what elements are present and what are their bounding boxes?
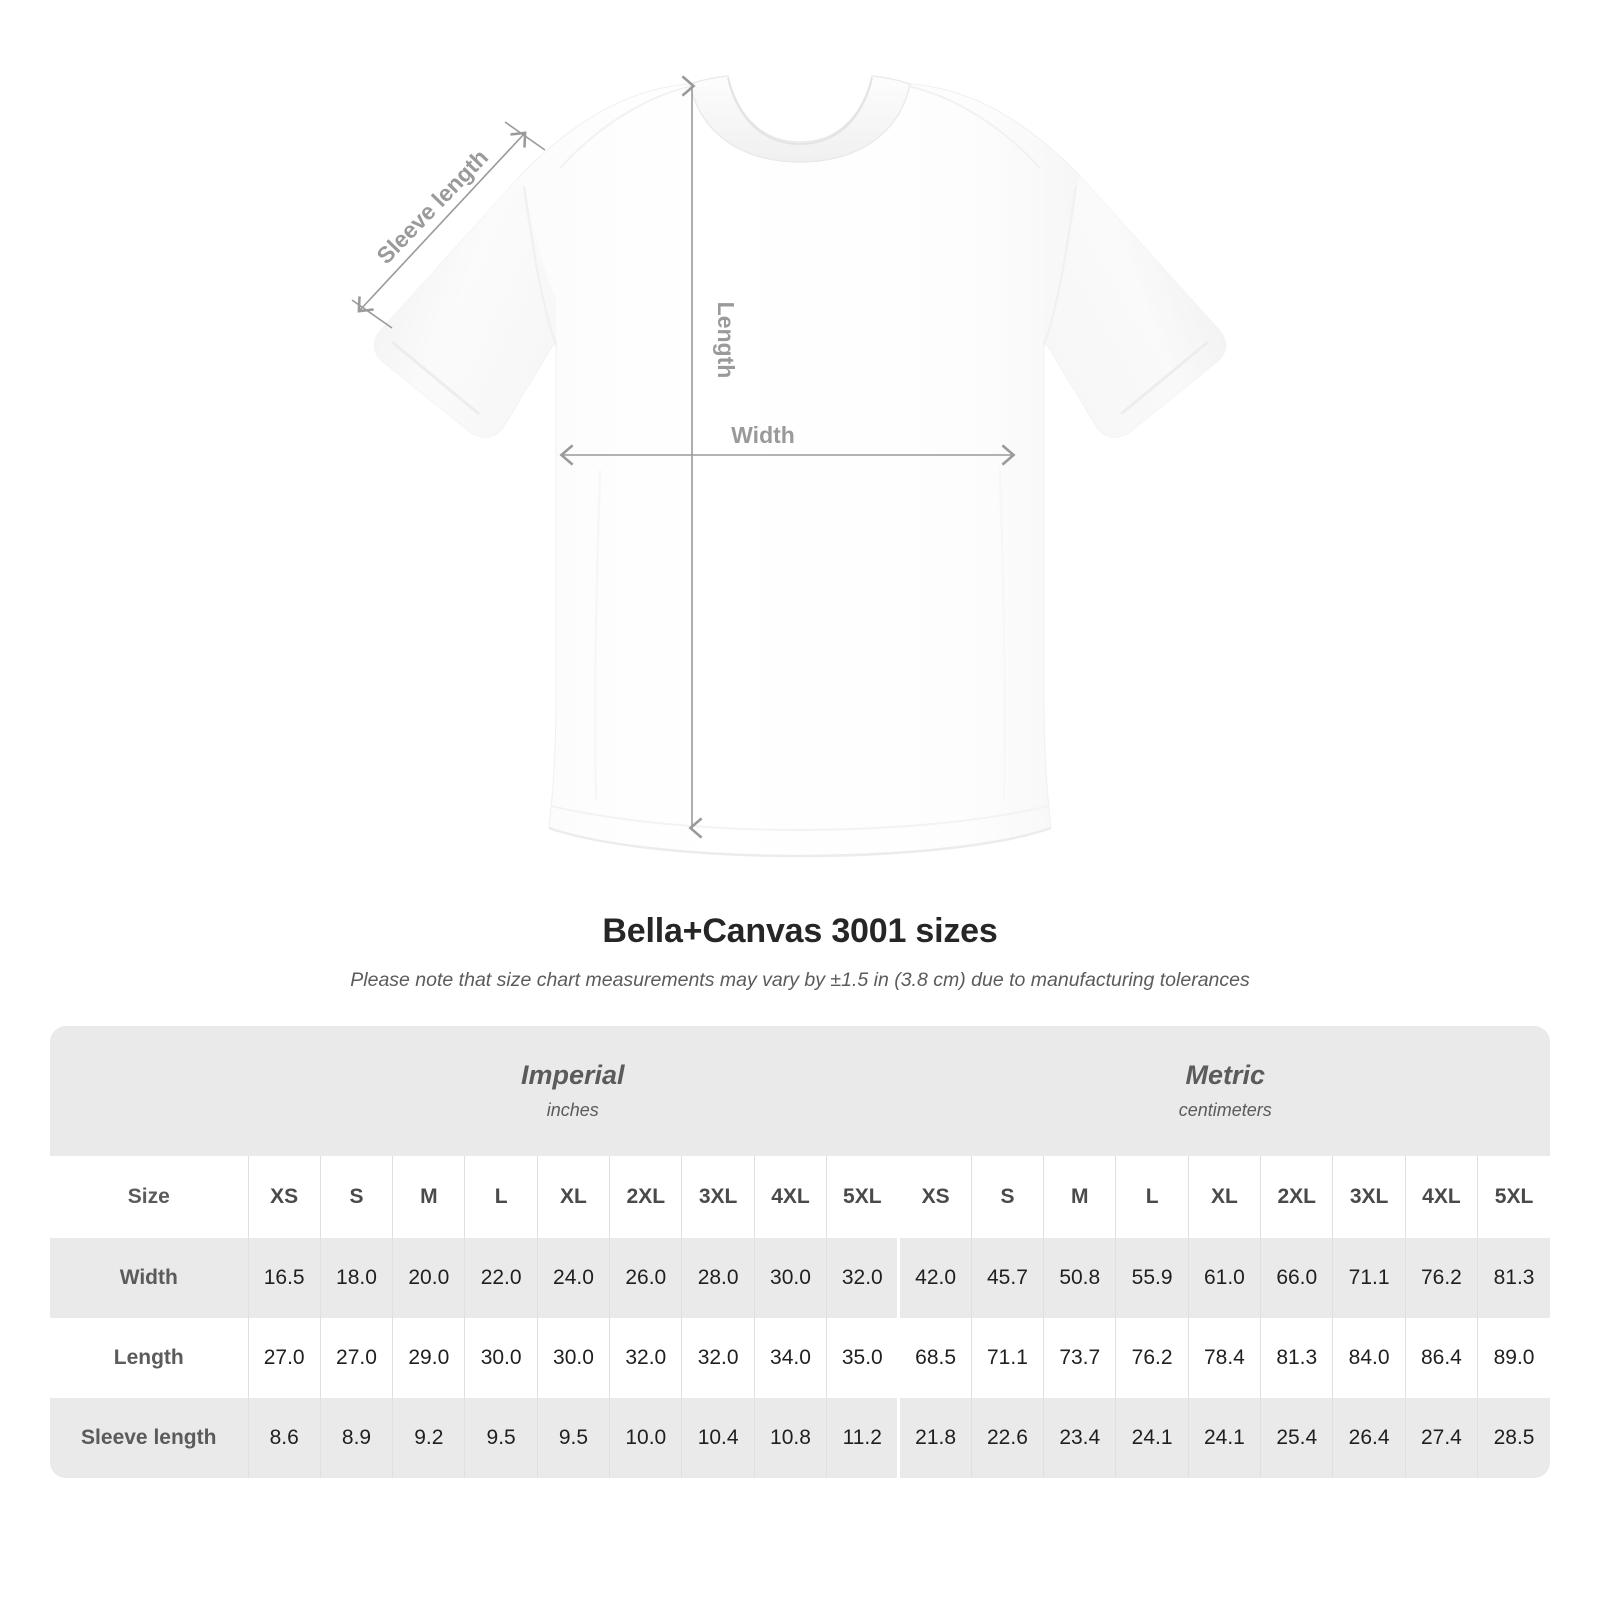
cell-sleeve-length-metric-xl: 24.1 [1187,1398,1261,1478]
size-header-imperial-m: M [392,1156,465,1238]
cell-width-imperial-2xl: 26.0 [609,1238,682,1318]
cell-sleeve-length-imperial-m: 9.2 [392,1398,465,1478]
cell-length-imperial-s: 27.0 [319,1318,393,1398]
cell-width-metric-m: 50.8 [1043,1238,1116,1318]
tshirt-measurement-diagram: Sleeve length Length Width [351,75,1227,858]
size-header-imperial-l: L [464,1156,538,1238]
size-table-wrapper: Imperial inches Metric centimeters Size XS S M L… [50,1026,1550,1478]
table-row: Width 16.5 18.0 20.0 22.0 24.0 26.0 28.0 30.0 32.… [50,1238,1550,1318]
size-header-metric-2xl: 2XL [1260,1156,1333,1238]
cell-length-metric-4xl: 86.4 [1404,1318,1478,1398]
cell-sleeve-length-imperial-4xl: 10.8 [753,1398,827,1478]
cell-length-metric-m: 73.7 [1043,1318,1116,1398]
cell-sleeve-length-imperial-xs: 8.6 [247,1398,321,1478]
table-row: Sleeve length 8.6 8.9 9.2 9.5 9.5 10.0 10.4 10.8… [50,1398,1550,1478]
cell-width-imperial-s: 18.0 [319,1238,393,1318]
cell-width-metric-s: 45.7 [970,1238,1044,1318]
size-header-metric-xl: XL [1187,1156,1261,1238]
cell-length-imperial-5xl: 35.0 [826,1318,899,1398]
size-header-row: Size XS S M L XL 2XL 3XL 4XL 5XL XS S M L XL 2XL 3XL 4XL 5… [50,1156,1550,1238]
sleeve-length-dimension [351,121,546,329]
row-label-sleeve-length: Sleeve length [50,1398,248,1478]
unit-group-subtitle: inches [546,1100,599,1121]
tolerance-note: Please note that size chart measurements… [350,969,1250,991]
cell-length-metric-5xl: 89.0 [1477,1318,1550,1398]
cell-width-metric-5xl: 81.3 [1477,1238,1550,1318]
size-header-imperial-xs: XS [247,1156,321,1238]
cell-length-metric-xl: 78.4 [1187,1318,1261,1398]
cell-width-metric-3xl: 71.1 [1332,1238,1406,1318]
size-header-metric-4xl: 4XL [1404,1156,1478,1238]
size-header-metric-xs: XS [897,1156,972,1238]
cell-length-imperial-m: 29.0 [392,1318,465,1398]
cell-width-metric-l: 55.9 [1115,1238,1189,1318]
size-header-imperial-xl: XL [536,1156,610,1238]
unit-group-imperial: Imperial inches [248,1026,899,1156]
cell-length-imperial-xl: 30.0 [536,1318,610,1398]
cell-sleeve-length-metric-3xl: 26.4 [1332,1398,1406,1478]
cell-sleeve-length-imperial-3xl: 10.4 [681,1398,755,1478]
cell-width-imperial-m: 20.0 [392,1238,465,1318]
heading-block: Bella+Canvas 3001 sizes Please note that… [0,912,1600,992]
tshirt-illustration [373,75,1227,858]
cell-length-imperial-3xl: 32.0 [681,1318,755,1398]
cell-sleeve-length-imperial-2xl: 10.0 [609,1398,682,1478]
cell-sleeve-length-metric-l: 24.1 [1115,1398,1189,1478]
cell-length-imperial-2xl: 32.0 [609,1318,682,1398]
table-row: Length 27.0 27.0 29.0 30.0 30.0 32.0 32.0 34.0 35… [50,1318,1550,1398]
cell-sleeve-length-imperial-l: 9.5 [464,1398,538,1478]
width-label: Width [731,422,795,448]
unit-group-subtitle: centimeters [1178,1100,1272,1121]
cell-width-imperial-l: 22.0 [464,1238,538,1318]
unit-group-name: Imperial [520,1059,625,1090]
cell-width-imperial-xl: 24.0 [536,1238,610,1318]
size-table: Imperial inches Metric centimeters Size XS S M L… [50,1026,1550,1478]
cell-width-imperial-3xl: 28.0 [681,1238,755,1318]
unit-group-metric: Metric centimeters [897,1026,1550,1156]
cell-length-imperial-xs: 27.0 [247,1318,321,1398]
unit-banner-row: Imperial inches Metric centimeters [50,1026,1550,1156]
cell-width-imperial-5xl: 32.0 [826,1238,899,1318]
page-title: Bella+Canvas 3001 sizes [602,912,998,950]
size-header-metric-m: M [1043,1156,1116,1238]
cell-sleeve-length-metric-2xl: 25.4 [1260,1398,1333,1478]
size-header-imperial-5xl: 5XL [826,1156,899,1238]
row-label-width: Width [50,1238,248,1318]
size-header-metric-3xl: 3XL [1332,1156,1406,1238]
size-header-imperial-4xl: 4XL [753,1156,827,1238]
cell-width-imperial-4xl: 30.0 [753,1238,827,1318]
size-header-imperial-s: S [319,1156,393,1238]
row-label-length: Length [50,1318,248,1398]
cell-width-imperial-xs: 16.5 [247,1238,321,1318]
cell-sleeve-length-imperial-5xl: 11.2 [826,1398,899,1478]
cell-length-metric-3xl: 84.0 [1332,1318,1406,1398]
unit-banner-spacer [50,1026,248,1156]
size-header-imperial-3xl: 3XL [681,1156,755,1238]
cell-length-metric-s: 71.1 [970,1318,1044,1398]
unit-group-name: Metric [1185,1059,1265,1090]
size-row-label: Size [50,1156,248,1238]
cell-width-metric-2xl: 66.0 [1260,1238,1333,1318]
cell-sleeve-length-imperial-xl: 9.5 [536,1398,610,1478]
cell-length-metric-2xl: 81.3 [1260,1318,1333,1398]
size-header-metric-l: L [1115,1156,1189,1238]
cell-width-metric-xs: 42.0 [897,1238,972,1318]
cell-length-metric-l: 76.2 [1115,1318,1189,1398]
cell-sleeve-length-metric-4xl: 27.4 [1404,1398,1478,1478]
cell-sleeve-length-metric-xs: 21.8 [897,1398,972,1478]
cell-width-metric-4xl: 76.2 [1404,1238,1478,1318]
size-header-imperial-2xl: 2XL [609,1156,682,1238]
cell-sleeve-length-imperial-s: 8.9 [319,1398,393,1478]
cell-length-imperial-4xl: 34.0 [753,1318,827,1398]
cell-sleeve-length-metric-m: 23.4 [1043,1398,1116,1478]
cell-width-metric-xl: 61.0 [1187,1238,1261,1318]
size-header-metric-s: S [970,1156,1044,1238]
cell-sleeve-length-metric-s: 22.6 [970,1398,1044,1478]
cell-length-imperial-l: 30.0 [464,1318,538,1398]
cell-length-metric-xs: 68.5 [897,1318,972,1398]
cell-sleeve-length-metric-5xl: 28.5 [1477,1398,1550,1478]
size-header-metric-5xl: 5XL [1477,1156,1550,1238]
length-label: Length [713,302,739,379]
